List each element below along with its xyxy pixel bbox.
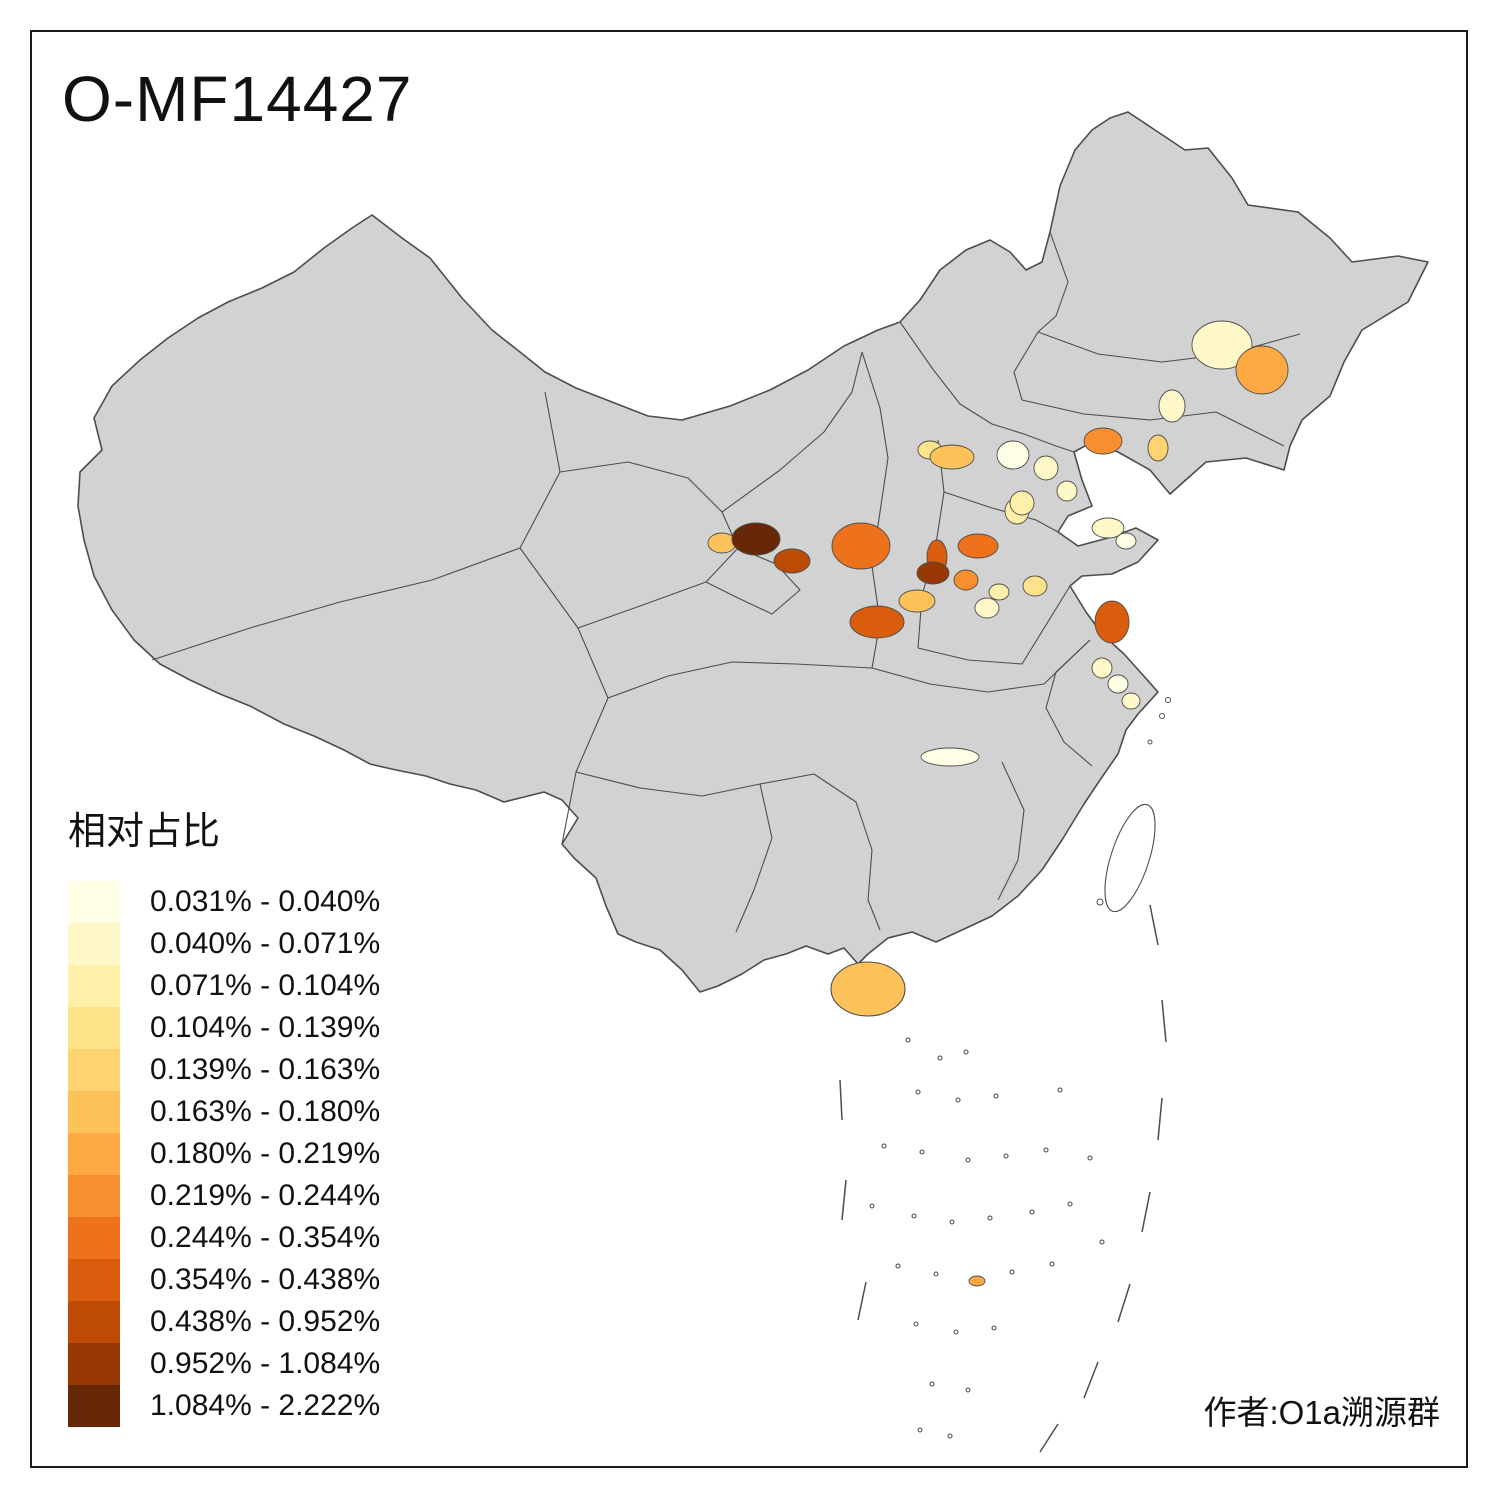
legend-label: 0.219% - 0.244% — [150, 1179, 381, 1212]
legend-item: 0.163% - 0.180% — [68, 1091, 380, 1133]
legend-item: 0.031% - 0.040% — [68, 881, 380, 923]
legend-swatch-color — [68, 1007, 120, 1049]
legend-item: 0.139% - 0.163% — [68, 1049, 380, 1091]
legend-swatch — [68, 881, 120, 923]
prefecture-region — [1107, 674, 1129, 694]
prefecture-region — [707, 532, 737, 554]
legend-label: 0.952% - 1.084% — [150, 1347, 381, 1380]
legend-swatch-color — [68, 965, 120, 1007]
legend-label: 0.104% - 0.139% — [150, 1011, 381, 1044]
legend-swatch — [68, 965, 120, 1007]
legend-swatch — [68, 1049, 120, 1091]
prefecture-region — [773, 548, 811, 574]
prefecture-region — [1033, 455, 1059, 481]
prefecture-region — [898, 589, 936, 613]
prefecture-region — [953, 569, 979, 591]
prefecture-region — [1091, 517, 1125, 539]
legend-label: 0.071% - 0.104% — [150, 969, 381, 1002]
prefecture-region — [1022, 575, 1048, 597]
prefecture-region — [1009, 490, 1035, 516]
legend-label: 1.084% - 2.222% — [150, 1389, 381, 1422]
legend-label: 0.139% - 0.163% — [150, 1053, 381, 1086]
legend-item: 0.104% - 0.139% — [68, 1007, 380, 1049]
legend-item: 0.180% - 0.219% — [68, 1133, 380, 1175]
legend-swatch-color — [68, 923, 120, 965]
legend-swatch-color — [68, 1091, 120, 1133]
legend-label: 0.438% - 0.952% — [150, 1305, 381, 1338]
prefecture-region — [957, 533, 999, 559]
prefecture-region — [1115, 532, 1137, 550]
legend-swatch — [68, 1217, 120, 1259]
legend-item: 0.040% - 0.071% — [68, 923, 380, 965]
legend-swatch — [68, 1259, 120, 1301]
author-credit: 作者:O1a溯源群 — [1203, 1394, 1440, 1431]
legend-label: 0.031% - 0.040% — [150, 885, 381, 918]
prefecture-region — [929, 444, 975, 470]
prefecture-regions — [707, 320, 1289, 767]
legend-swatch — [68, 1133, 120, 1175]
legend-swatch-color — [68, 1301, 120, 1343]
legend-item: 0.438% - 0.952% — [68, 1301, 380, 1343]
prefecture-region — [996, 440, 1030, 470]
prefecture-region — [1235, 345, 1289, 395]
legend-swatch-color — [68, 1175, 120, 1217]
legend-swatch — [68, 923, 120, 965]
legend-swatch — [68, 1175, 120, 1217]
legend-swatch-color — [68, 1259, 120, 1301]
prefecture-region — [1083, 427, 1123, 455]
legend-swatch-color — [68, 1385, 120, 1427]
prefecture-region — [1121, 692, 1141, 710]
prefecture-region — [731, 522, 781, 556]
legend-item: 0.219% - 0.244% — [68, 1175, 380, 1217]
colored-islet — [968, 1275, 986, 1287]
legend-label: 0.040% - 0.071% — [150, 927, 381, 960]
legend-swatch — [68, 1091, 120, 1133]
penghu-island — [1096, 898, 1104, 906]
prefecture-region — [1091, 657, 1113, 679]
legend-item: 0.071% - 0.104% — [68, 965, 380, 1007]
legend-title: 相对占比 — [68, 811, 221, 853]
hainan-island — [830, 961, 906, 1017]
legend-rows: 0.031% - 0.040% 0.040% - 0.071% 0.071% -… — [68, 881, 380, 1427]
legend-swatch-color — [68, 1217, 120, 1259]
legend-swatch-color — [68, 1343, 120, 1385]
legend-swatch — [68, 1385, 120, 1427]
prefecture-region — [916, 561, 950, 585]
legend-swatch-color — [68, 881, 120, 923]
sea-boundary-dashes — [839, 904, 1167, 1453]
prefecture-region — [849, 605, 905, 639]
prefecture-region — [831, 522, 891, 570]
prefecture-region — [1094, 600, 1130, 644]
page-title: O-MF14427 — [62, 63, 413, 135]
prefecture-region — [988, 583, 1010, 601]
south-china-sea-islands — [869, 1037, 1105, 1439]
taiwan-island — [1104, 803, 1156, 913]
legend-label: 0.244% - 0.354% — [150, 1221, 381, 1254]
legend: 相对占比 0.031% - 0.040% 0.040% - 0.071% 0.0… — [68, 800, 380, 1427]
legend-swatch-color — [68, 1049, 120, 1091]
legend-label: 0.163% - 0.180% — [150, 1095, 381, 1128]
prefecture-region — [1056, 480, 1078, 502]
legend-swatch-color — [68, 1133, 120, 1175]
legend-item: 0.244% - 0.354% — [68, 1217, 380, 1259]
prefecture-region — [974, 597, 1000, 619]
legend-label: 0.354% - 0.438% — [150, 1263, 381, 1296]
prefecture-region — [1147, 434, 1169, 462]
prefecture-region — [1158, 389, 1186, 423]
prefecture-region — [920, 747, 980, 767]
legend-item: 0.354% - 0.438% — [68, 1259, 380, 1301]
coastal-islets — [1147, 697, 1171, 745]
legend-swatch — [68, 1343, 120, 1385]
legend-item: 1.084% - 2.222% — [68, 1385, 380, 1427]
legend-swatch — [68, 1007, 120, 1049]
prefecture-region — [1191, 320, 1253, 370]
province-boundaries — [151, 231, 1301, 933]
legend-swatch — [68, 1301, 120, 1343]
legend-item: 0.952% - 1.084% — [68, 1343, 380, 1385]
legend-label: 0.180% - 0.219% — [150, 1137, 381, 1170]
